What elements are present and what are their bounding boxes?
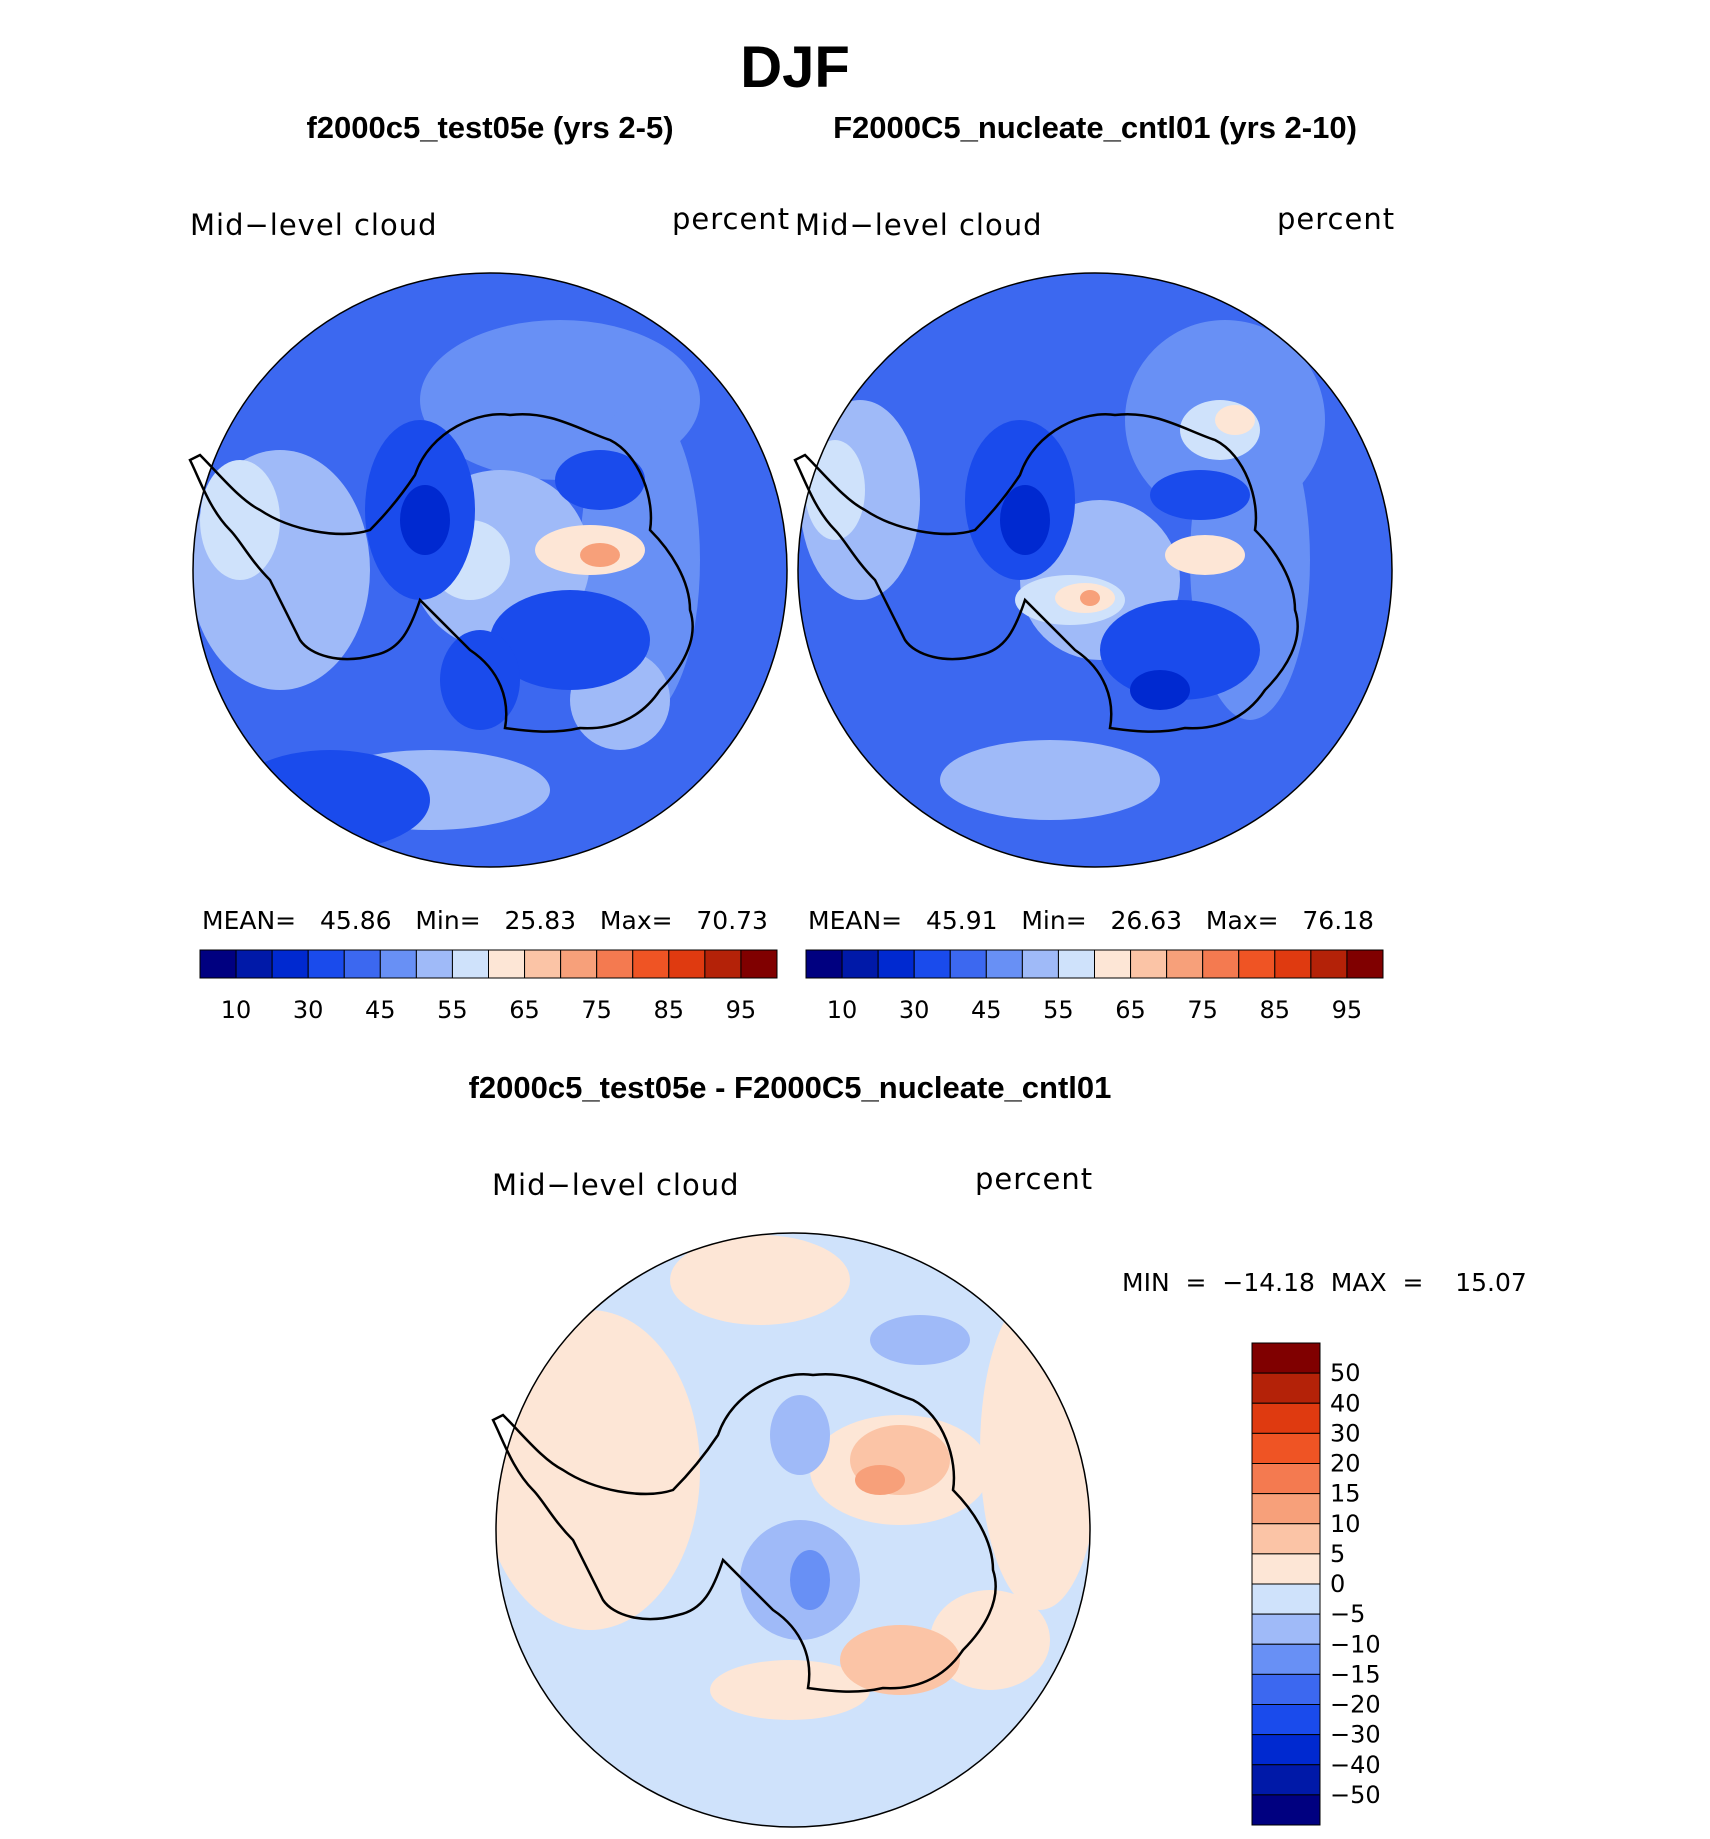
- panel3-colorbar-box: [1251, 1794, 1321, 1826]
- panel2-colorbar-box: [1202, 949, 1240, 979]
- panel1-colorbar-tick-label: 30: [293, 996, 324, 1024]
- panel3-colorbar-box: [1251, 1613, 1321, 1645]
- panel3-stats: MIN = −14.18 MAX = 15.07: [1122, 1268, 1527, 1297]
- panel2-colorbar-box: [985, 949, 1023, 979]
- panel1-colorbar-box: [524, 949, 562, 979]
- panel1-colorbar-box: [740, 949, 778, 979]
- panel2-colorbar-tick-label: 30: [899, 996, 930, 1024]
- panel2-map: [798, 273, 1392, 867]
- panel1-colorbar-tick-label: 45: [365, 996, 396, 1024]
- panel1-colorbar-box: [668, 949, 706, 979]
- panel2-colorbar-box: [877, 949, 915, 979]
- panel3-colorbar-box: [1251, 1553, 1321, 1585]
- panel3-colorbar-tick-label: −5: [1330, 1600, 1365, 1628]
- panel1-colorbar-box: [199, 949, 237, 979]
- panel3-colorbar-tick-label: 50: [1330, 1359, 1361, 1387]
- panel3-colorbar-box: [1251, 1734, 1321, 1766]
- panel3-colorbar-tick-label: −15: [1330, 1660, 1381, 1688]
- panel3-colorbar-tick-label: 5: [1330, 1540, 1345, 1568]
- panel1-colorbar-box: [415, 949, 453, 979]
- panel3-colorbar-box: [1251, 1432, 1321, 1464]
- panel3-colorbar-tick-label: −30: [1330, 1721, 1381, 1749]
- panel2-colorbar-tick-label: 45: [971, 996, 1002, 1024]
- panel2-units-label: percent: [1277, 202, 1396, 236]
- panel3-colorbar-tick-label: −20: [1330, 1691, 1381, 1719]
- panel3-colorbar-box: [1251, 1402, 1321, 1434]
- panel1-colorbar-box: [704, 949, 742, 979]
- panel3-colorbar-box: [1251, 1342, 1321, 1374]
- panel2-colorbar: 10 30 45 55 65 75 85 95: [805, 949, 1384, 1024]
- panel2-colorbar-tick-label: 95: [1332, 996, 1363, 1024]
- panel1-map: [193, 273, 787, 867]
- panel3-colorbar-box: [1251, 1643, 1321, 1675]
- panel1-colorbar-tick-label: 10: [221, 996, 252, 1024]
- panel1-colorbar-box: [596, 949, 634, 979]
- panel1-colorbar-box: [451, 949, 489, 979]
- panel2-colorbar-box: [1346, 949, 1384, 979]
- panel3-colorbar-box: [1251, 1704, 1321, 1736]
- panel2-colorbar-box: [1130, 949, 1168, 979]
- panel2-colorbar-box: [841, 949, 879, 979]
- panel2-colorbar-tick-label: 10: [827, 996, 858, 1024]
- panel2-colorbar-box: [805, 949, 843, 979]
- panel2-colorbar-tick-label: 75: [1187, 996, 1218, 1024]
- panel3-colorbar-box: [1251, 1583, 1321, 1615]
- panel2-colorbar-box: [1166, 949, 1204, 979]
- panel3-colorbar-tick-label: 40: [1330, 1389, 1361, 1417]
- panel1-colorbar-box: [235, 949, 273, 979]
- panel3-colorbar-tick-label: 0: [1330, 1570, 1345, 1598]
- panel1-colorbar-tick-label: 75: [581, 996, 612, 1024]
- panel1-colorbar-tick-label: 55: [437, 996, 468, 1024]
- panel1-colorbar-tick-label: 65: [509, 996, 540, 1024]
- panel2-stats: MEAN= 45.91 Min= 26.63 Max= 76.18: [808, 906, 1374, 935]
- panel3-colorbar-tick-label: −40: [1330, 1751, 1381, 1779]
- panel2-colorbar-box: [1238, 949, 1276, 979]
- panel1-colorbar-box: [632, 949, 670, 979]
- panel3-colorbar-box: [1251, 1493, 1321, 1525]
- panel3-variable-label: Mid−level cloud: [492, 1168, 740, 1202]
- panel2-title: F2000C5_nucleate_cntl01 (yrs 2-10): [833, 110, 1357, 145]
- panel2-colorbar-box: [1021, 949, 1059, 979]
- panel2-colorbar-box: [913, 949, 951, 979]
- panel3-map: [496, 1233, 1090, 1827]
- panel2-colorbar-tick-label: 65: [1115, 996, 1146, 1024]
- panel2-colorbar-box: [1057, 949, 1095, 979]
- panel1-colorbar: 10 30 45 55 65 75 85 95: [199, 949, 778, 1024]
- panel2-colorbar-box: [949, 949, 987, 979]
- panel3-colorbar-tick-label: 15: [1330, 1480, 1361, 1508]
- panel2-colorbar-box: [1310, 949, 1348, 979]
- panel1-colorbar-box: [271, 949, 309, 979]
- panel1-colorbar-box: [379, 949, 417, 979]
- panel2-colorbar-tick-label: 85: [1260, 996, 1291, 1024]
- panel1-colorbar-box: [488, 949, 526, 979]
- panel1-units-label: percent: [672, 202, 791, 236]
- panel1-colorbar-tick-label: 85: [654, 996, 685, 1024]
- panel1-colorbar-tick-label: 95: [726, 996, 757, 1024]
- panel3-colorbar-tick-label: 20: [1330, 1450, 1361, 1478]
- panel3-colorbar-tick-label: −10: [1330, 1630, 1381, 1658]
- panel1-stats: MEAN= 45.86 Min= 25.83 Max= 70.73: [202, 906, 768, 935]
- panel1-colorbar-box: [560, 949, 598, 979]
- panel1-colorbar-box: [307, 949, 345, 979]
- panel3-colorbar-box: [1251, 1372, 1321, 1404]
- panel1-variable-label: Mid−level cloud: [190, 208, 438, 242]
- panel3-colorbar-tick-label: 30: [1330, 1419, 1361, 1447]
- panel1-title: f2000c5_test05e (yrs 2-5): [306, 110, 674, 145]
- panel1-colorbar-box: [343, 949, 381, 979]
- panel3-colorbar-box: [1251, 1673, 1321, 1705]
- panel3-colorbar-tick-label: 10: [1330, 1510, 1361, 1538]
- panel2-colorbar-tick-label: 55: [1043, 996, 1074, 1024]
- panel2-colorbar-box: [1274, 949, 1312, 979]
- panel3-colorbar-box: [1251, 1764, 1321, 1796]
- panel2-variable-label: Mid−level cloud: [795, 208, 1043, 242]
- panel3-colorbar-box: [1251, 1463, 1321, 1495]
- panel2-colorbar-box: [1094, 949, 1132, 979]
- figure-title: DJF: [740, 35, 850, 100]
- panel3-colorbar-tick-label: −50: [1330, 1781, 1381, 1809]
- panel3-colorbar-box: [1251, 1523, 1321, 1555]
- panel3-units-label: percent: [975, 1162, 1094, 1196]
- panel3-title: f2000c5_test05e - F2000C5_nucleate_cntl0…: [468, 1070, 1112, 1105]
